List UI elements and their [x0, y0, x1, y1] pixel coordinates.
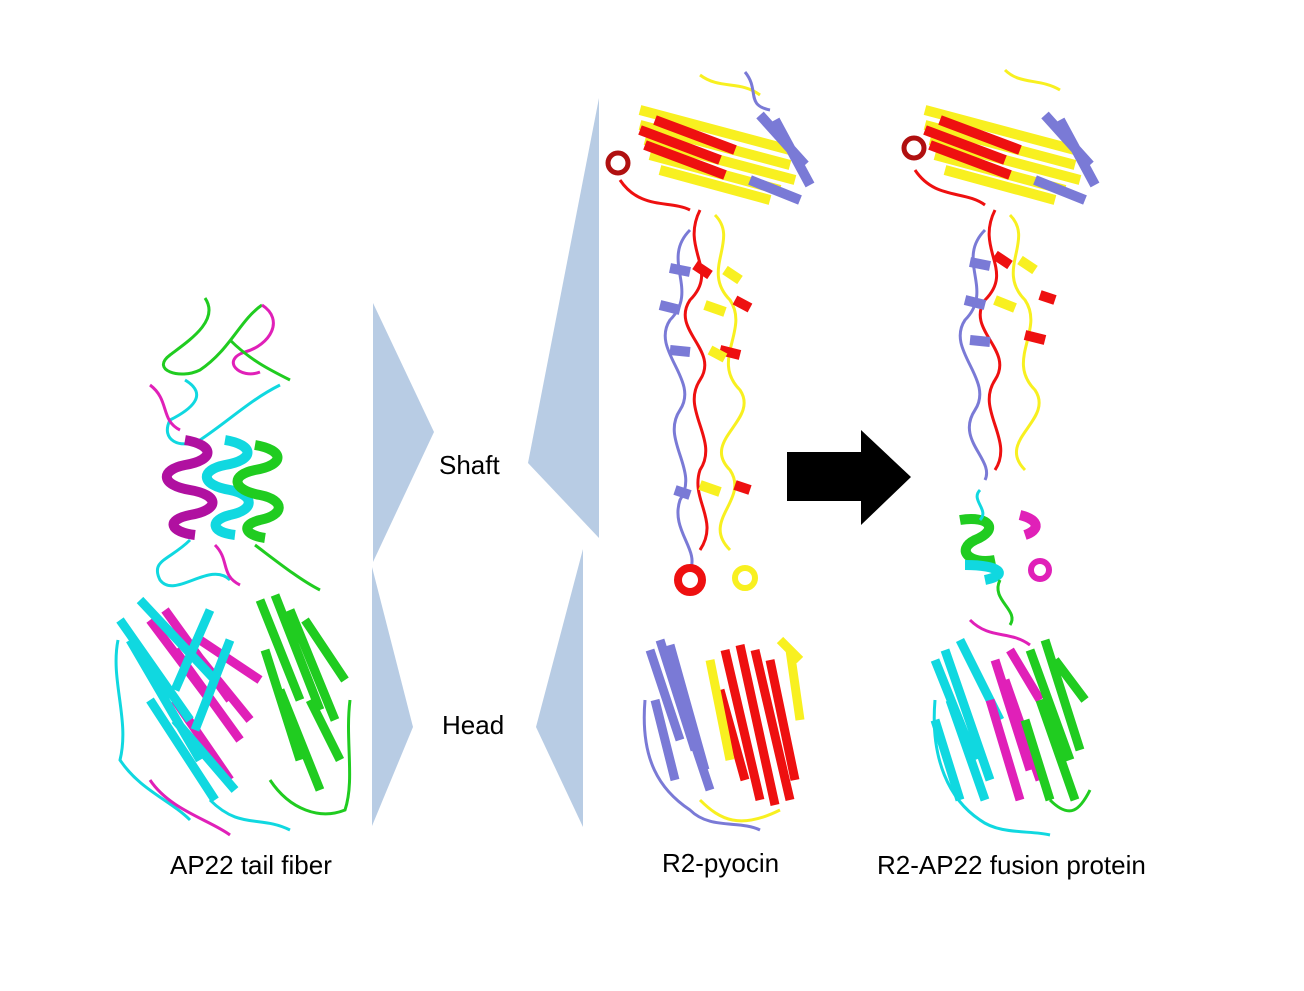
ap22-tail-fiber-structure [114, 297, 352, 837]
shaft-label: Shaft [439, 450, 500, 480]
wedge-pointer-icon [372, 98, 599, 827]
shaft-wedge-right [528, 98, 599, 538]
head-label: Head [442, 710, 505, 740]
head-wedge-right [536, 549, 583, 827]
right-arrow-icon [787, 430, 911, 525]
r2-pyocin-structure [605, 71, 815, 832]
shaft-wedge-left [373, 303, 434, 562]
fusion-protein-structure [901, 68, 1100, 837]
fusion-protein-label: R2-AP22 fusion protein [877, 850, 1146, 880]
ap22-tail-fiber-label: AP22 tail fiber [170, 850, 332, 880]
r2-pyocin-label: R2-pyocin [662, 848, 780, 878]
head-wedge-left [372, 567, 413, 826]
